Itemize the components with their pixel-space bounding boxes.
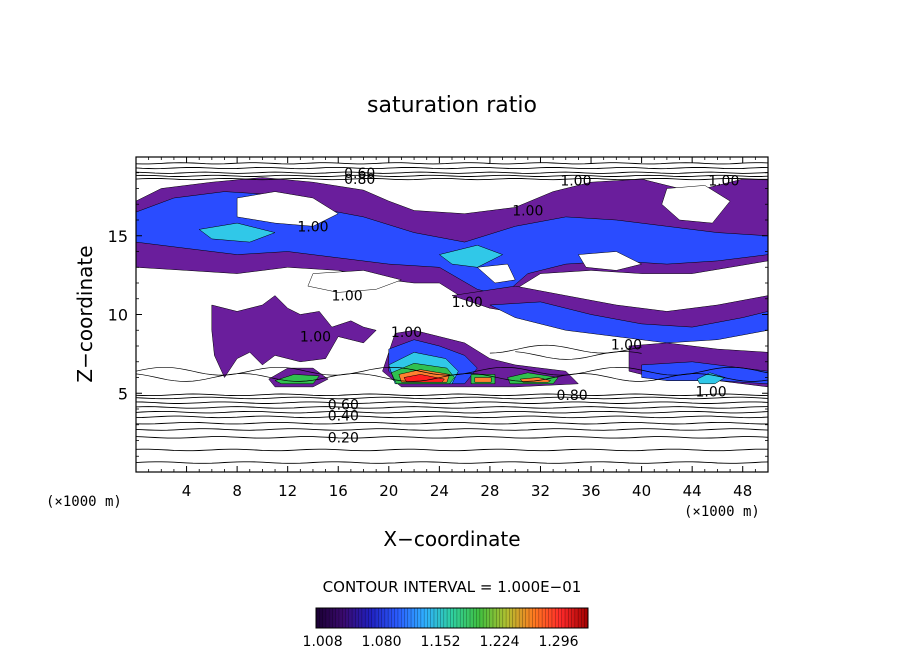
contour-label: 1.00 [611,337,642,353]
contour-line-upper [136,166,768,170]
x-axis-ticks: 4 8 12 16 20 24 28 32 36 40 44 48 [148,157,756,500]
contour-label: 0.60 [328,397,359,413]
contour-label: 0.80 [344,172,375,188]
clear-hole-mid [476,263,516,284]
orange-low-mid [474,377,492,383]
contour-line-upper [136,177,768,181]
y-tick-label: 10 [108,306,128,325]
x-tick-label: 48 [733,482,752,500]
contour-lines [136,162,768,464]
contour-line-lower [136,410,768,414]
contour-line-upper [136,171,768,174]
blue-mid-right [488,301,768,344]
contour-line-lower [136,428,768,431]
x-tick-label: 4 [182,482,192,500]
purple-mid-left [211,295,377,379]
contour-line-upper [136,162,768,165]
contour-label: 1.00 [452,295,483,311]
shaded-regions [136,177,768,388]
colorbar-tick-label: 1.296 [538,634,578,650]
contour-line-lower [136,448,768,452]
clear-hole-upper-right [661,185,731,224]
contour-label: 1.00 [391,325,422,341]
contour-label: 1.00 [300,330,331,346]
contour-line-wavy [515,351,642,360]
colorbar: 1.008 1.080 1.152 1.224 1.296 [303,607,589,650]
x-tick-label: 24 [430,482,449,500]
y-axis-ticks: 5 10 15 [108,172,768,457]
colorbar-tick-label: 1.008 [303,634,343,650]
y-unit-label: (×1000 m) [46,494,122,510]
blue-low-right [641,361,768,385]
x-tick-label: 36 [581,482,600,500]
y-tick-label: 5 [118,384,128,403]
contour-line-lower [136,393,768,397]
orange-low-right [519,377,552,383]
cyan-patch-mid [438,244,504,268]
contour-line-lower [136,406,768,409]
x-tick-label: 32 [531,482,550,500]
contour-label: 0.60 [344,166,375,182]
contour-label: 1.00 [708,174,739,190]
contour-line-lower [136,396,768,400]
contour-label: 1.00 [696,385,727,401]
contour-line-lower [136,401,768,404]
y-tick-label: 15 [108,227,128,246]
x-axis-label: X−coordinate [383,527,520,551]
contour-line-lower [136,461,768,464]
contour-labels: 0.600.80 1.00 1.001.001.001.00 1.001.00 1.00… [297,166,739,447]
clear-hole-upper-left [236,191,339,227]
contour-interval-label: CONTOUR INTERVAL = 1.000E−01 [323,578,582,596]
contour-label: 1.00 [560,174,591,190]
plot-area: 0.600.80 1.00 1.001.001.001.00 1.001.00 1.00… [136,157,768,472]
x-tick-label: 20 [379,482,398,500]
x-tick-label: 28 [480,482,499,500]
contour-line-lower [136,415,768,419]
x-tick-label: 16 [329,482,348,500]
x-tick-label: 8 [232,482,242,500]
contour-line-lower [136,421,768,425]
x-tick-label: 40 [632,482,651,500]
y-axis-label: Z−coordinate [73,245,97,382]
cyan-patch-left [198,222,276,243]
contour-label: 0.40 [328,408,359,424]
contour-line-lower [136,436,768,439]
colorbar-gradient [315,607,589,629]
colorbar-tick-label: 1.224 [479,634,519,650]
cyan-low-far-right [696,372,726,385]
contour-line-wavy [136,373,768,382]
colorbar-tick-label: 1.080 [361,634,401,650]
x-unit-label: (×1000 m) [684,504,760,520]
colorbar-tick-label: 1.152 [420,634,460,650]
contour-label: 1.00 [297,219,328,235]
contour-label: 0.80 [557,388,588,404]
clear-hole-mid-right [577,251,643,271]
colorbar-divisions [319,608,585,628]
x-tick-label: 44 [683,482,702,500]
contour-label: 1.00 [512,204,543,220]
x-tick-label: 12 [278,482,297,500]
clear-hole-mid-left [307,270,403,293]
chart-title: saturation ratio [367,93,537,118]
colorbar-ticks: 1.008 1.080 1.152 1.224 1.296 [303,634,579,650]
contour-label: 1.00 [332,289,363,305]
contour-line-upper [136,174,768,177]
contour-label: 0.20 [328,430,359,446]
